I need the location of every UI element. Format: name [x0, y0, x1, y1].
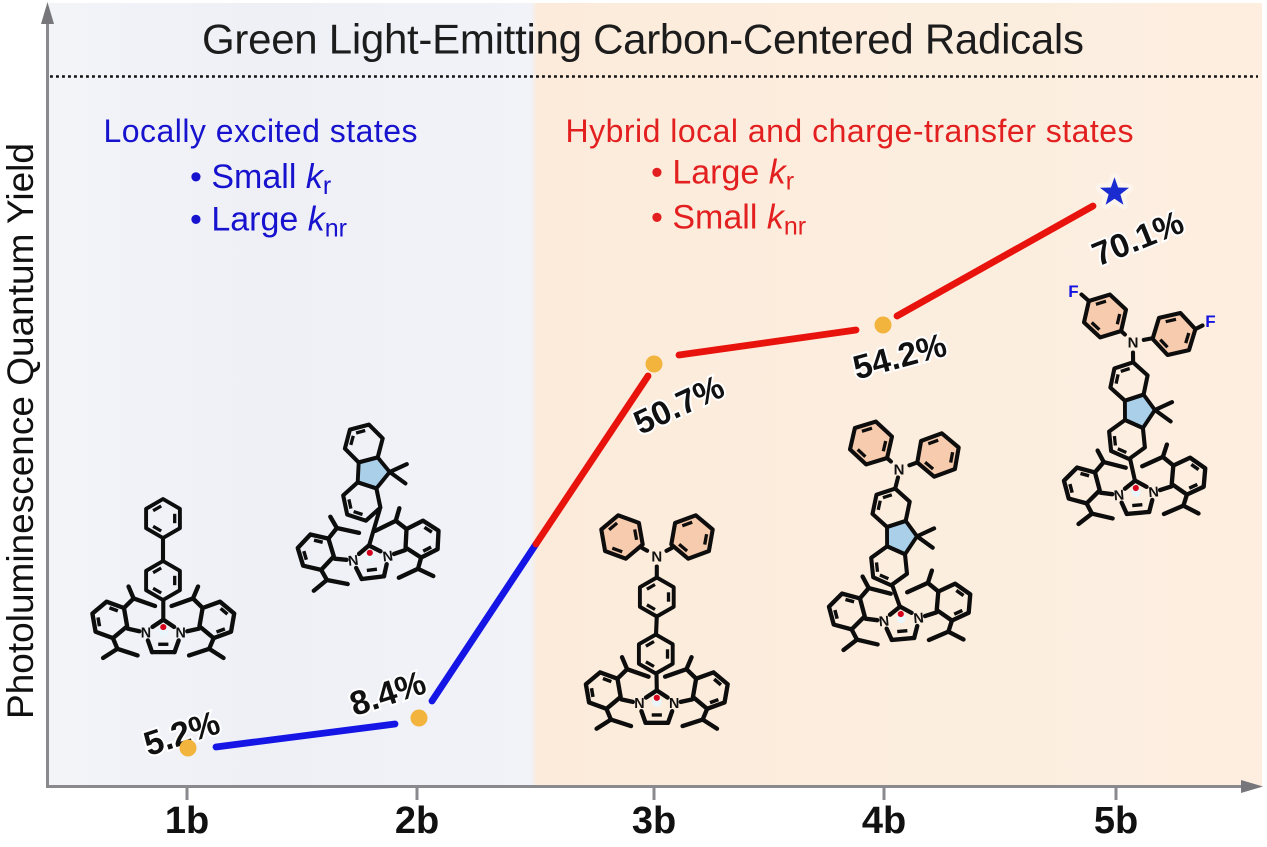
svg-text:N: N — [347, 553, 359, 570]
svg-text:N: N — [878, 613, 890, 630]
svg-text:Photoluminescence Quantum Yiel: Photoluminescence Quantum Yield — [0, 143, 41, 719]
svg-text:F: F — [1205, 312, 1215, 331]
svg-text:• Small knr: • Small knr — [651, 199, 806, 241]
svg-text:N: N — [651, 549, 662, 566]
svg-text:N: N — [634, 696, 644, 712]
svg-text:N: N — [1148, 484, 1160, 501]
svg-text:F: F — [1068, 282, 1078, 301]
svg-text:N: N — [1113, 487, 1125, 504]
svg-text:• Large kr: • Large kr — [651, 154, 794, 196]
svg-text:• Small kr: • Small kr — [190, 158, 331, 200]
svg-text:5b: 5b — [1094, 800, 1138, 842]
svg-text:3b: 3b — [632, 800, 676, 842]
svg-text:2b: 2b — [395, 800, 439, 842]
svg-text:Green Light-Emitting Carbon-Ce: Green Light-Emitting Carbon-Centered Rad… — [202, 16, 1084, 63]
svg-text:Hybrid local and charge-transf: Hybrid local and charge-transfer states — [566, 113, 1134, 149]
svg-text:N: N — [669, 696, 679, 712]
svg-text:4b: 4b — [862, 800, 906, 842]
svg-text:N: N — [894, 462, 905, 479]
svg-text:N: N — [176, 625, 186, 641]
svg-text:N: N — [913, 610, 925, 627]
svg-text:• Large knr: • Large knr — [190, 201, 347, 243]
svg-text:1b: 1b — [165, 800, 209, 842]
svg-text:Locally excited states: Locally excited states — [104, 113, 418, 149]
svg-text:N: N — [382, 548, 394, 565]
svg-text:N: N — [1128, 335, 1139, 352]
svg-text:N: N — [141, 625, 151, 641]
